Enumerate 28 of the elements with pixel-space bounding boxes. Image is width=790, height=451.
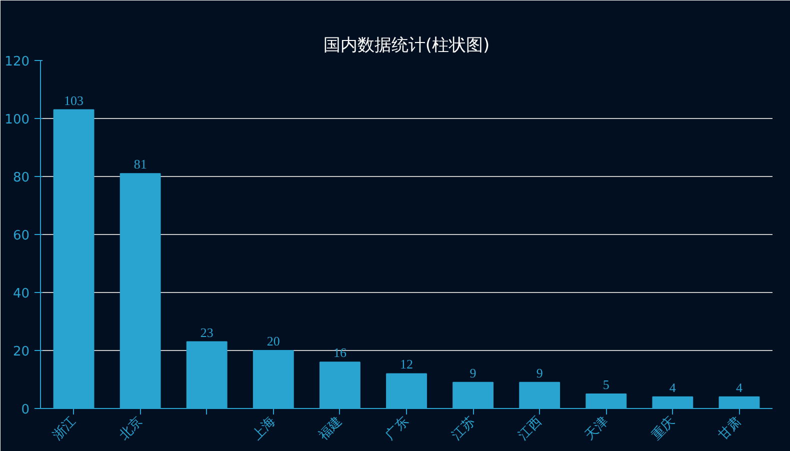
y-tick-label: 0: [21, 402, 30, 418]
x-tick-label: 福建: [316, 414, 346, 444]
data-label: 12: [400, 356, 413, 372]
data-label: 9: [536, 365, 543, 380]
y-tick-label: 20: [12, 344, 30, 360]
x-tick-label: 甘肃: [716, 414, 745, 444]
y-tick-label: 60: [12, 228, 30, 244]
data-label: 103: [64, 92, 84, 108]
y-tick-label: 80: [12, 170, 30, 186]
data-label: 9: [470, 365, 476, 380]
x-tick-label: 江西: [516, 414, 545, 444]
y-tick-label: 100: [4, 112, 30, 128]
y-tick-label: 120: [4, 54, 30, 70]
data-label: 20: [266, 334, 280, 348]
x-tick-label: 浙江: [50, 414, 80, 444]
x-tick-label: 天津: [582, 414, 612, 444]
data-label: 5: [602, 377, 610, 392]
data-label: 4: [736, 380, 743, 395]
data-label: 81: [134, 156, 147, 172]
data-label: 23: [200, 324, 214, 340]
chart-title: 国内数据统计(柱状图): [323, 36, 490, 56]
x-tick-label: 江苏: [449, 414, 478, 444]
x-tick-label: 重庆: [648, 414, 678, 444]
x-tick-label: 上海: [250, 414, 279, 444]
x-tick-label: 北京: [116, 414, 146, 444]
data-label: 4: [669, 380, 676, 395]
x-tick-label: 广东: [382, 414, 412, 444]
y-tick-label: 40: [12, 286, 30, 302]
